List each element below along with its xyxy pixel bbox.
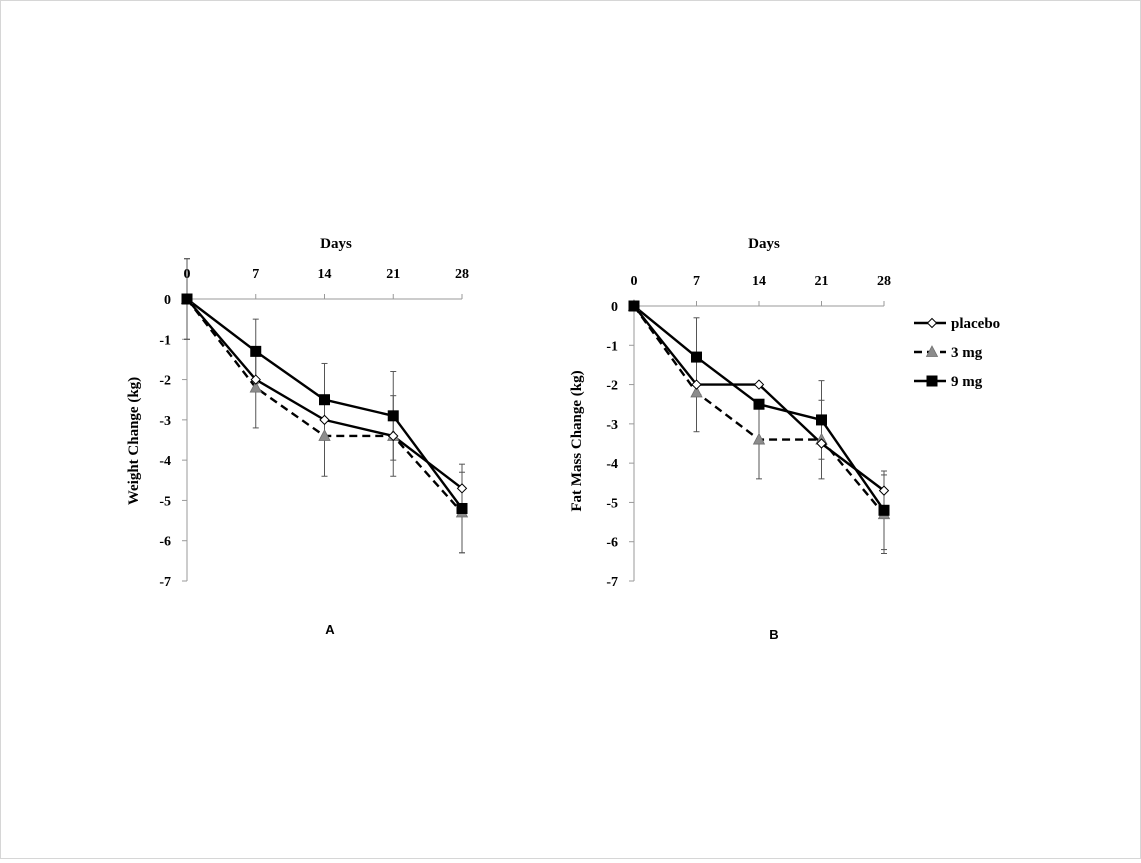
panel-a-y-tick-label: -1: [159, 333, 171, 348]
panel-b-y-tick-label: -2: [606, 379, 618, 394]
panel-b-y-axis-title: Fat Mass Change (kg): [569, 370, 585, 511]
panel-a-y-tick-label: -6: [159, 535, 171, 550]
panel-b-point-9-mg: [878, 504, 890, 516]
panel-b-y-tick-label: -6: [606, 536, 618, 551]
legend-marker-3-mg: [925, 345, 939, 357]
panel-b-point-9-mg: [691, 351, 702, 363]
panel-b-x-tick-label: 14: [752, 274, 766, 289]
panel-a-y-tick-label: -2: [159, 374, 171, 389]
panel-b-x-tick-label: 7: [693, 274, 700, 289]
panel-a-point-placebo: [388, 430, 399, 442]
panel-a-point-placebo: [319, 414, 330, 426]
panel-a-point-3-mg: [318, 429, 331, 441]
panel-a-x-tick-label: 14: [318, 267, 332, 282]
panel-b-point-placebo: [691, 379, 702, 390]
panel-b-x-axis-title: Days: [748, 236, 780, 252]
panel-a-x-tick-label: 28: [455, 267, 469, 282]
panel-a-x-axis-title: Days: [320, 236, 352, 252]
legend-label-placebo: placebo: [951, 316, 1000, 332]
panel-a-point-9-mg: [319, 394, 330, 406]
panel-a-point-placebo: [456, 483, 468, 494]
panel-a-y-axis-title: Weight Change (kg): [126, 377, 142, 505]
panel-a-x-tick-label: 7: [252, 267, 259, 282]
legend-marker-9-mg: [926, 375, 938, 387]
panel-b-y-tick-label: 0: [611, 300, 618, 315]
legend-label-3-mg: 3 mg: [951, 345, 983, 361]
panel-b-y-tick-label: -1: [606, 339, 618, 354]
legend: placebo 3 mg 9 mg: [914, 316, 1000, 390]
panel-b-x-tick-label: 0: [631, 274, 638, 289]
panel-a-y-tick-label: -3: [159, 414, 171, 429]
panel-b-point-placebo: [816, 438, 827, 449]
panel-a-point-9-mg: [181, 293, 193, 305]
panel-b-point-3-mg: [752, 432, 766, 445]
panel-b-point-placebo: [878, 485, 890, 496]
panel-b-chart: Days Fat Mass Change (kg) B 0 7 14 21 28 0 -1 -…: [569, 236, 891, 642]
panel-b-point-9-mg: [628, 300, 640, 312]
panel-a-point-3-mg: [249, 380, 262, 393]
panel-a-point-9-mg: [387, 410, 399, 422]
panel-b-y-tick-label: -3: [606, 418, 618, 433]
panel-b-x-tick-label: 21: [815, 274, 829, 289]
panel-a-point-placebo: [250, 374, 261, 385]
panel-b-y-tick-label: -4: [606, 457, 618, 472]
panel-b-y-tick-label: -5: [606, 496, 618, 511]
panel-b-point-3-mg: [690, 385, 703, 398]
panel-a-y-tick-label: -5: [159, 494, 171, 509]
panel-a-label: A: [325, 622, 335, 637]
panel-a-x-tick-label: 21: [386, 267, 400, 282]
panel-b-x-tick-label: 28: [877, 274, 891, 289]
panel-b-y-tick-label: -7: [606, 575, 618, 590]
panel-b-point-placebo: [753, 379, 765, 390]
legend-label-9-mg: 9 mg: [951, 374, 983, 390]
panel-a-chart: Days Weight Change (kg) A 071421280-1-2-…: [126, 236, 469, 637]
panel-a-point-9-mg: [456, 502, 468, 514]
panel-a-y-tick-label: -7: [159, 575, 171, 590]
panel-a-y-tick-label: -4: [159, 454, 171, 469]
panel-a-y-tick-label: 0: [164, 293, 171, 308]
panel-b-point-9-mg: [753, 398, 765, 410]
panel-a-point-9-mg: [250, 345, 262, 357]
legend-marker-placebo: [926, 317, 938, 329]
panel-b-label: B: [769, 627, 778, 642]
panel-b-point-9-mg: [816, 414, 827, 426]
